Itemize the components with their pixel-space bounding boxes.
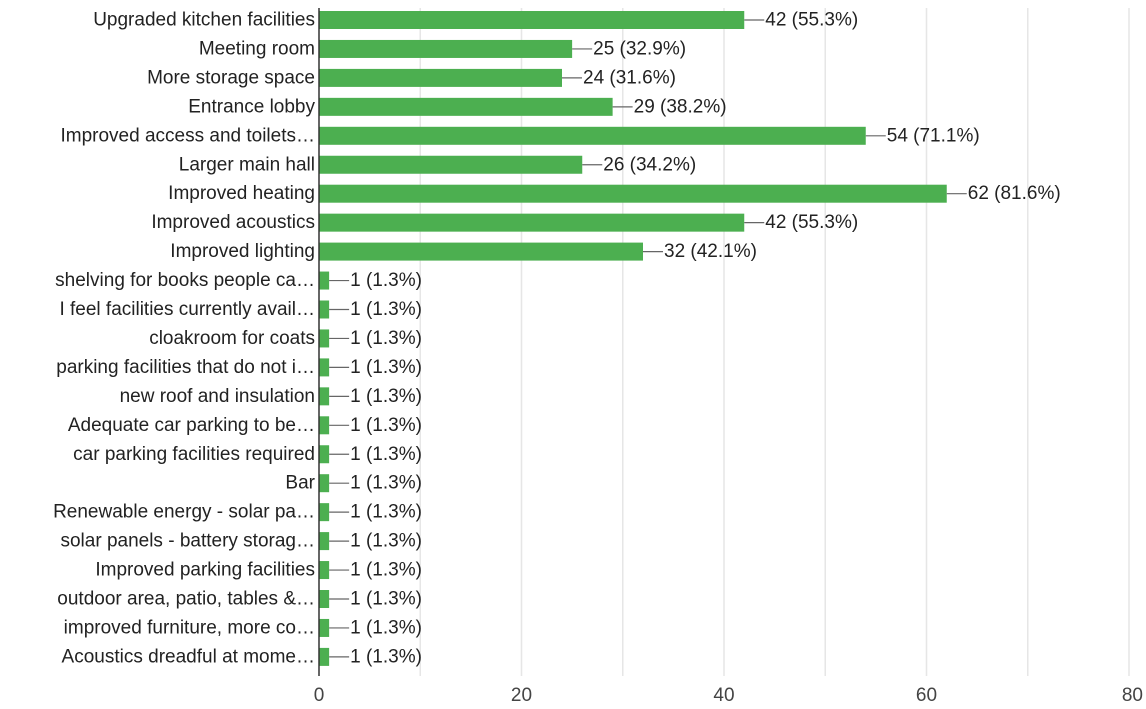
category-label: shelving for books people ca… xyxy=(55,270,315,291)
category-label: Improved acoustics xyxy=(151,212,315,233)
x-axis-ticks: 0 20 40 60 80 xyxy=(314,685,1143,706)
bar xyxy=(319,271,330,290)
data-label: 42 (55.3%) xyxy=(765,212,858,233)
category-label: Improved heating xyxy=(168,183,315,204)
data-label: 1 (1.3%) xyxy=(350,415,422,436)
data-label: 26 (34.2%) xyxy=(603,154,696,175)
x-tick-label: 20 xyxy=(511,685,532,706)
category-label: outdoor area, patio, tables &… xyxy=(57,589,315,610)
bar xyxy=(319,503,330,522)
data-label: 42 (55.3%) xyxy=(765,10,858,31)
bar xyxy=(319,126,866,145)
x-tick-label: 60 xyxy=(916,685,937,706)
bar xyxy=(319,329,330,348)
category-label: car parking facilities required xyxy=(73,444,315,465)
category-label: improved furniture, more co… xyxy=(64,617,315,638)
bar xyxy=(319,532,330,551)
category-label: Entrance lobby xyxy=(188,96,315,117)
bar xyxy=(319,213,745,232)
data-label: 1 (1.3%) xyxy=(350,502,422,523)
x-tick-label: 40 xyxy=(713,685,734,706)
category-label: Larger main hall xyxy=(179,154,315,175)
category-label: More storage space xyxy=(147,67,315,88)
category-label: parking facilities that do not i… xyxy=(56,357,315,378)
bar xyxy=(319,242,643,261)
data-label: 62 (81.6%) xyxy=(968,183,1061,204)
data-label: 1 (1.3%) xyxy=(350,357,422,378)
bar xyxy=(319,445,330,464)
data-label: 25 (32.9%) xyxy=(593,38,686,59)
data-label: 1 (1.3%) xyxy=(350,560,422,581)
category-label: Meeting room xyxy=(199,38,315,59)
category-labels: Upgraded kitchen facilities Meeting room M… xyxy=(53,10,316,668)
bar xyxy=(319,474,330,493)
category-label: Acoustics dreadful at mome… xyxy=(62,646,315,667)
data-label: 54 (71.1%) xyxy=(887,125,980,146)
category-label: Adequate car parking to be… xyxy=(68,415,315,436)
bar xyxy=(319,155,583,174)
bar xyxy=(319,647,330,666)
category-label: Improved parking facilities xyxy=(95,560,315,581)
data-label: 1 (1.3%) xyxy=(350,617,422,638)
bar xyxy=(319,11,745,29)
category-label: Upgraded kitchen facilities xyxy=(93,10,315,31)
bar xyxy=(319,387,330,406)
bar xyxy=(319,300,330,319)
data-label: 1 (1.3%) xyxy=(350,299,422,320)
category-label: Bar xyxy=(285,473,315,494)
data-label: 32 (42.1%) xyxy=(664,241,757,262)
data-label: 1 (1.3%) xyxy=(350,531,422,552)
category-label: Renewable energy - solar pa… xyxy=(53,502,315,523)
bar xyxy=(319,97,613,116)
x-tick-label: 80 xyxy=(1122,685,1143,706)
grid-lines xyxy=(419,8,1130,676)
bar xyxy=(319,358,330,377)
data-label: 1 (1.3%) xyxy=(350,328,422,349)
data-label: 1 (1.3%) xyxy=(350,444,422,465)
category-label: I feel facilities currently avail… xyxy=(59,299,315,320)
category-label: solar panels - battery storag… xyxy=(60,531,315,552)
category-label: Improved lighting xyxy=(170,241,315,262)
category-label: cloakroom for coats xyxy=(149,328,315,349)
bar xyxy=(319,39,573,58)
bar xyxy=(319,68,562,87)
data-label: 24 (31.6%) xyxy=(583,67,676,88)
bar xyxy=(319,590,330,608)
data-label: 1 (1.3%) xyxy=(350,646,422,667)
data-label: 1 (1.3%) xyxy=(350,386,422,407)
data-label: 1 (1.3%) xyxy=(350,270,422,291)
bar xyxy=(319,416,330,435)
data-label: 1 (1.3%) xyxy=(350,473,422,494)
bar xyxy=(319,184,947,203)
bar xyxy=(319,618,330,637)
category-label: new roof and insulation xyxy=(120,386,315,407)
data-label: 1 (1.3%) xyxy=(350,589,422,610)
category-label: Improved access and toilets… xyxy=(60,125,315,146)
data-labels: 42 (55.3%) 25 (32.9%) 24 (31.6%) 29 (38.2%)… xyxy=(329,10,1061,667)
bars xyxy=(319,11,947,666)
x-tick-label: 0 xyxy=(314,685,325,706)
data-label: 29 (38.2%) xyxy=(634,96,727,117)
bar xyxy=(319,561,330,580)
